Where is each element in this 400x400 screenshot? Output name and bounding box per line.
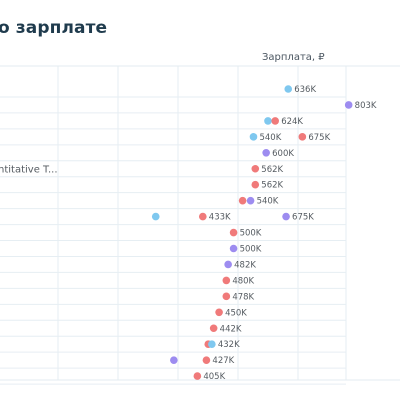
- data-point: [271, 117, 280, 125]
- data-label: 442K: [220, 324, 242, 334]
- data-point: [151, 212, 160, 221]
- data-point: [251, 180, 260, 189]
- data-point: [222, 292, 231, 301]
- data-label: 636K: [294, 85, 316, 95]
- data-label: 675K: [292, 213, 314, 223]
- grid: [0, 65, 400, 385]
- data-label: 500K: [240, 245, 262, 255]
- data-point: [229, 228, 238, 237]
- data-label: 540K: [257, 197, 279, 207]
- data-point: [229, 244, 238, 253]
- data-point: [298, 133, 307, 141]
- data-point: [202, 356, 211, 364]
- data-label: 405K: [203, 372, 225, 382]
- data-point: [251, 164, 260, 173]
- data-label: 427K: [212, 356, 234, 366]
- data-label: 478K: [232, 292, 254, 302]
- data-point: [209, 324, 218, 333]
- data-point: [238, 196, 247, 205]
- data-point: [344, 101, 353, 109]
- data-label: 433K: [209, 213, 231, 223]
- data-point: [246, 196, 255, 205]
- data-label: 562K: [261, 181, 283, 191]
- data-point: [284, 85, 293, 93]
- data-label: 480K: [232, 276, 254, 286]
- data-point: [222, 276, 231, 285]
- data-label: 624K: [281, 117, 303, 127]
- data-point: [215, 308, 223, 317]
- data-point: [282, 212, 290, 221]
- data-label: 600K: [272, 149, 294, 159]
- category-label: ntitative T...: [0, 164, 58, 175]
- data-point: [208, 340, 216, 349]
- data-point: [199, 212, 207, 221]
- data-label: 675K: [308, 133, 330, 143]
- data-label: 803K: [355, 101, 377, 111]
- data-point: [193, 372, 202, 380]
- data-label: 450K: [225, 308, 247, 318]
- data-label: 540K: [259, 133, 281, 143]
- data-point: [170, 356, 178, 364]
- data-point: [249, 133, 258, 141]
- data-point: [264, 117, 272, 125]
- x-axis-label: Зарплата, ₽: [262, 52, 325, 63]
- data-point: [224, 260, 232, 269]
- data-label: 432K: [218, 340, 240, 350]
- data-label: 562K: [261, 165, 283, 175]
- chart-title: о зарплате: [0, 18, 108, 38]
- data-point: [262, 149, 270, 157]
- data-label: 500K: [240, 229, 262, 239]
- data-label: 482K: [234, 260, 256, 270]
